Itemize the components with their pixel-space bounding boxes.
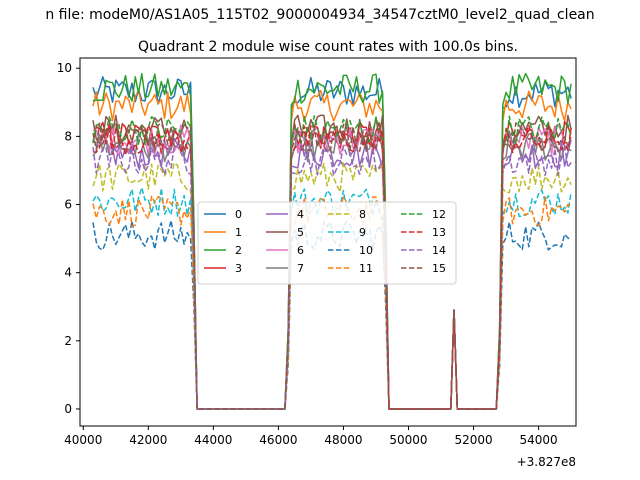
legend-box (197, 201, 457, 285)
y-tick-label: 8 (64, 129, 72, 143)
x-axis: 40000 42000 44000 46000 48000 50000 52000 54000 (64, 426, 558, 447)
legend-label-5: 5 (297, 226, 304, 239)
x-tick-label: 50000 (389, 433, 427, 447)
series-line-12 (92, 115, 572, 410)
legend-label-13: 13 (432, 226, 446, 239)
legend-label-3: 3 (235, 262, 242, 275)
legend-label-14: 14 (432, 244, 446, 257)
legend-label-8: 8 (359, 208, 366, 221)
legend-label-0: 0 (235, 208, 242, 221)
x-tick-label: 54000 (520, 433, 558, 447)
x-tick-label: 42000 (129, 433, 167, 447)
legend-label-9: 9 (359, 226, 366, 239)
y-tick-label: 0 (64, 402, 72, 416)
x-tick-label: 40000 (64, 433, 102, 447)
legend-label-12: 12 (432, 208, 446, 221)
legend-label-4: 4 (297, 208, 304, 221)
chart-title: Quadrant 2 module wise count rates with … (138, 39, 518, 55)
y-tick-label: 6 (64, 198, 72, 212)
legend-label-11: 11 (359, 262, 373, 275)
y-tick-label: 4 (64, 266, 72, 280)
legend-label-2: 2 (235, 244, 242, 257)
x-tick-label: 44000 (194, 433, 232, 447)
x-offset-label: +3.827e8 (517, 455, 576, 469)
legend-label-15: 15 (432, 262, 446, 275)
x-tick-label: 52000 (454, 433, 492, 447)
legend-label-6: 6 (297, 244, 304, 257)
x-tick-label: 46000 (259, 433, 297, 447)
y-tick-label: 2 (64, 334, 72, 348)
legend-label-1: 1 (235, 226, 242, 239)
legend-label-10: 10 (359, 244, 373, 257)
series-line-8 (92, 162, 572, 410)
series-line-14 (92, 145, 572, 410)
figure-suptitle: n file: modeM0/AS1A05_115T02_9000004934_… (45, 7, 594, 23)
y-tick-label: 10 (57, 61, 72, 75)
y-axis: 0 2 4 6 8 10 (57, 61, 80, 416)
series-line-15 (92, 121, 572, 410)
x-tick-label: 48000 (324, 433, 362, 447)
plot-area (92, 72, 572, 410)
axes-frame (79, 57, 577, 427)
legend-label-7: 7 (297, 262, 304, 275)
